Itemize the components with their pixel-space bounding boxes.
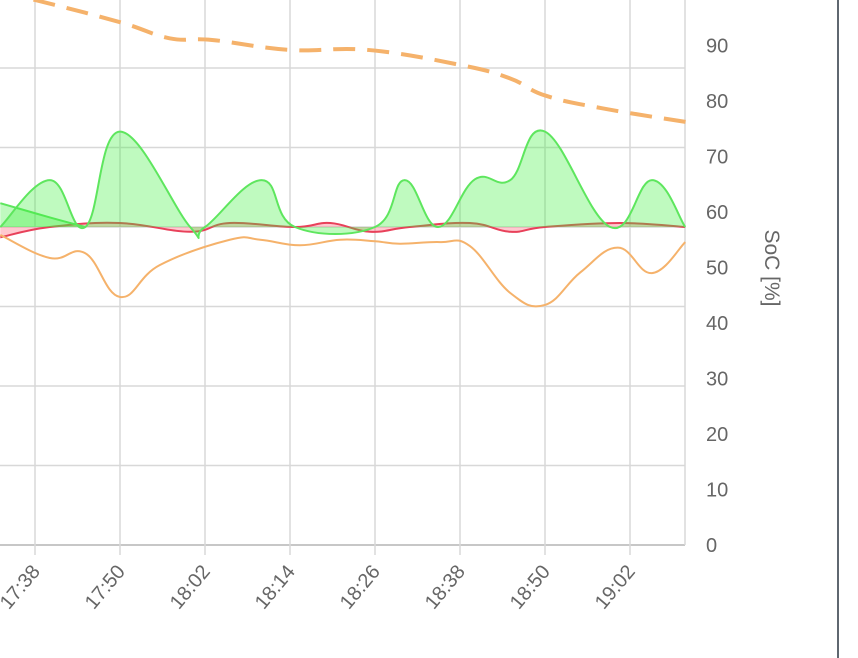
series-green-a-line bbox=[0, 129, 687, 239]
grid bbox=[0, 0, 686, 555]
right-axis-tick-label: 0 bbox=[706, 535, 717, 557]
x-axis-tick-label: 18:50 bbox=[506, 561, 555, 613]
x-axis-tick-label: 18:38 bbox=[421, 561, 470, 613]
right-axis-tick-label: 10 bbox=[706, 480, 728, 502]
x-axis-tick-label: 18:14 bbox=[251, 561, 300, 613]
x-axis-tick-label: 19:02 bbox=[591, 561, 640, 613]
right-axis-ticks: 0 10 20 30 40 50 60 70 80 90 bbox=[706, 36, 728, 558]
right-axis-tick-label: 40 bbox=[706, 313, 728, 335]
right-axis-tick-label: 20 bbox=[706, 424, 728, 446]
x-axis-ticks: 17:38 17:50 18:02 18:14 18:26 18:38 18:50 19:02 bbox=[0, 561, 640, 613]
x-axis-tick-label: 17:38 bbox=[0, 561, 45, 613]
x-axis-tick-label: 18:02 bbox=[166, 561, 215, 613]
right-axis-tick-label: 60 bbox=[706, 202, 728, 224]
x-axis-tick-label: 18:26 bbox=[336, 561, 385, 613]
series-SoC-line bbox=[26, 0, 687, 125]
series-green-b-area bbox=[0, 203, 86, 227]
right-axis-tick-label: 50 bbox=[706, 258, 728, 280]
series-red-line bbox=[0, 221, 686, 239]
right-axis-tick-label: 70 bbox=[706, 147, 728, 169]
series-orange-line bbox=[0, 234, 686, 308]
series-layer bbox=[0, 0, 687, 308]
series-green-a-area bbox=[0, 130, 686, 238]
right-axis-tick-label: 30 bbox=[706, 369, 728, 391]
x-axis-tick-label: 17:50 bbox=[81, 561, 130, 613]
right-axis-title: SoC [%] bbox=[760, 229, 783, 306]
right-axis-tick-label: 80 bbox=[706, 91, 728, 113]
right-axis-tick-label: 90 bbox=[706, 36, 728, 58]
